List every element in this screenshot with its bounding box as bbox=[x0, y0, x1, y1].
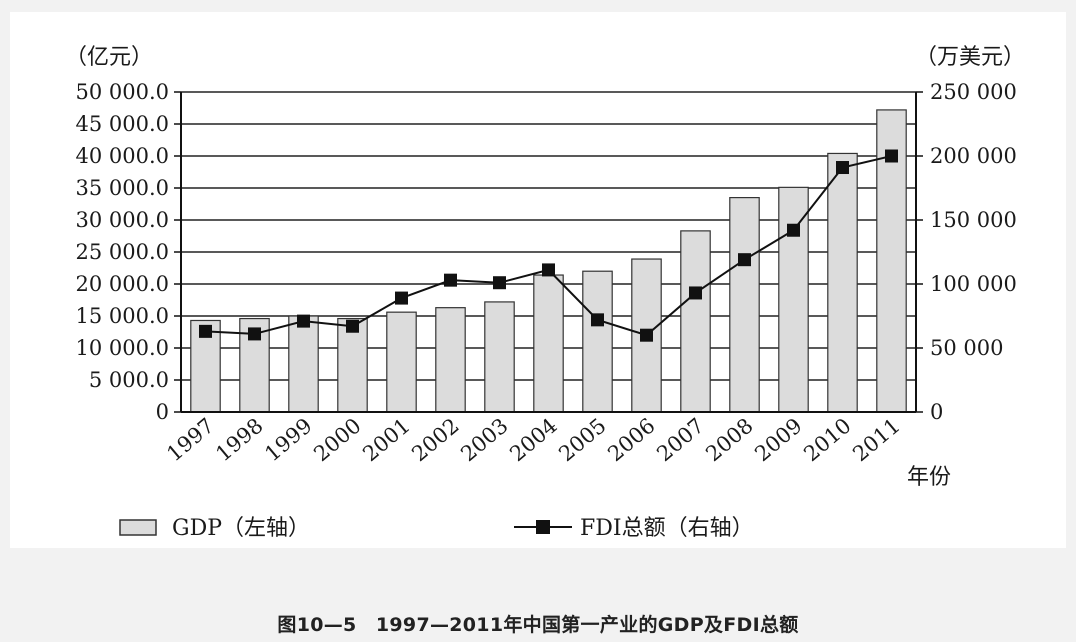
fdi-marker bbox=[836, 161, 849, 175]
x-axis-title: 年份 bbox=[907, 465, 951, 490]
gdp-bar bbox=[288, 315, 319, 413]
fdi-marker bbox=[493, 276, 506, 290]
x-tick-label: 2009 bbox=[750, 413, 806, 466]
gdp-bar bbox=[435, 307, 466, 413]
chart-svg: 0 5 000.0 10 000.0 15 000.0 20 000.0 25 000.0… bbox=[65, 45, 1025, 541]
x-tick-label: 2007 bbox=[652, 413, 708, 466]
left-tick-label: 15 000.0 bbox=[75, 304, 169, 328]
left-tick-label: 0 bbox=[156, 400, 169, 424]
fdi-marker bbox=[297, 314, 310, 328]
gdp-bar bbox=[729, 197, 760, 413]
fdi-marker bbox=[689, 286, 702, 300]
right-tick-label: 250 000 bbox=[930, 80, 1017, 104]
fdi-marker bbox=[248, 327, 261, 341]
x-tick-label: 2004 bbox=[505, 413, 561, 466]
chart-figure: 0 5 000.0 10 000.0 15 000.0 20 000.0 25 000.0… bbox=[10, 12, 1066, 548]
x-tick-label: 2005 bbox=[554, 413, 610, 466]
fdi-marker bbox=[542, 263, 555, 277]
left-tick-label: 45 000.0 bbox=[75, 112, 169, 136]
legend-gdp-swatch bbox=[119, 519, 157, 536]
x-tick-label: 1997 bbox=[162, 413, 218, 466]
fdi-marker bbox=[395, 291, 408, 305]
right-axis-unit: （万美元） bbox=[915, 45, 1025, 70]
gdp-bar bbox=[386, 311, 417, 413]
right-tick-label: 50 000 bbox=[930, 336, 1003, 360]
x-tick-label: 2000 bbox=[309, 413, 365, 466]
fdi-marker bbox=[885, 149, 898, 163]
gdp-bar bbox=[484, 301, 515, 413]
left-tick-label: 20 000.0 bbox=[75, 272, 169, 296]
left-tick-label: 30 000.0 bbox=[75, 208, 169, 232]
x-tick-label: 2008 bbox=[701, 413, 757, 466]
legend-fdi-marker bbox=[536, 520, 550, 534]
legend-fdi-label: FDI总额（右轴） bbox=[580, 516, 754, 541]
right-tick-label: 100 000 bbox=[930, 272, 1017, 296]
fdi-marker bbox=[787, 223, 800, 237]
right-tick-label: 200 000 bbox=[930, 144, 1017, 168]
gdp-bar bbox=[582, 270, 613, 413]
gdp-bar bbox=[680, 230, 711, 413]
legend-gdp-label: GDP（左轴） bbox=[172, 516, 310, 541]
left-tick-label: 35 000.0 bbox=[75, 176, 169, 200]
left-tick-label: 40 000.0 bbox=[75, 144, 169, 168]
fdi-marker bbox=[591, 313, 604, 327]
x-tick-label: 2002 bbox=[407, 413, 463, 466]
x-tick-label: 2003 bbox=[456, 413, 512, 466]
left-tick-label: 5 000.0 bbox=[89, 368, 169, 392]
gdp-bar bbox=[533, 274, 564, 413]
x-tick-label: 1998 bbox=[211, 413, 267, 466]
gdp-bar bbox=[827, 152, 858, 413]
fdi-marker bbox=[199, 324, 212, 338]
fdi-marker bbox=[738, 253, 751, 267]
fdi-marker bbox=[444, 273, 457, 287]
gdp-bar bbox=[778, 186, 809, 413]
fdi-marker bbox=[346, 319, 359, 333]
left-tick-label: 25 000.0 bbox=[75, 240, 169, 264]
x-tick-label: 1999 bbox=[260, 413, 316, 466]
right-tick-label: 0 bbox=[930, 400, 943, 424]
fdi-marker bbox=[640, 328, 653, 342]
x-tick-label: 2006 bbox=[603, 413, 659, 466]
left-axis-unit: （亿元） bbox=[65, 45, 153, 70]
right-tick-label: 150 000 bbox=[930, 208, 1017, 232]
left-tick-label: 50 000.0 bbox=[75, 80, 169, 104]
x-tick-label: 2011 bbox=[848, 413, 904, 466]
x-tick-label: 2010 bbox=[799, 413, 855, 466]
x-tick-label: 2001 bbox=[358, 413, 414, 466]
figure-caption: 图10—5 1997—2011年中国第一产业的GDP及FDI总额 bbox=[277, 614, 799, 636]
left-tick-label: 10 000.0 bbox=[75, 336, 169, 360]
